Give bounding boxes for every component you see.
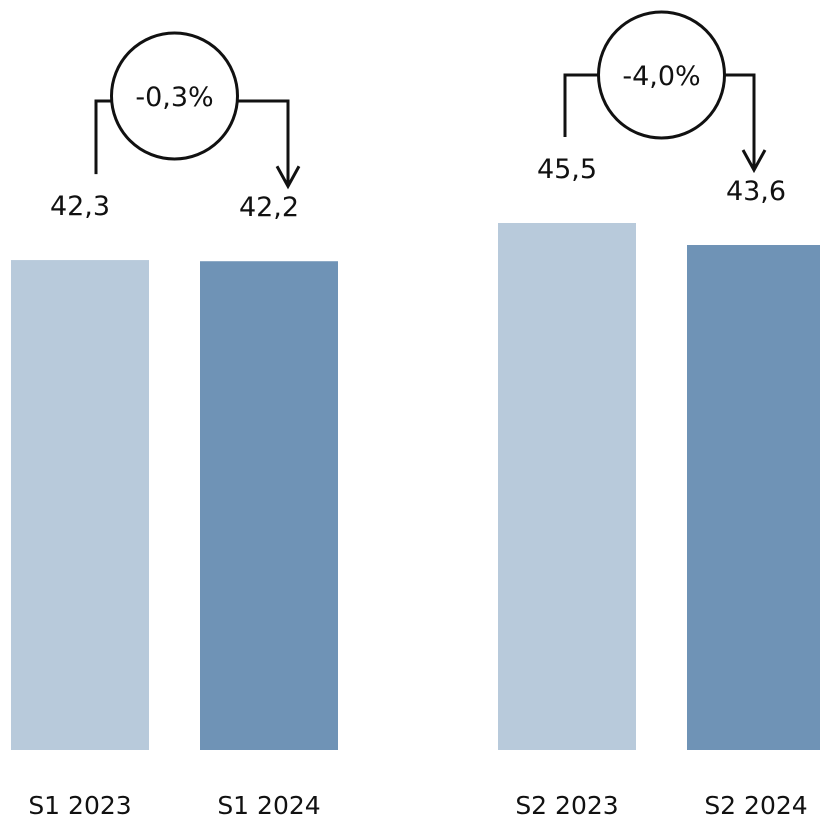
- bar: [11, 260, 149, 750]
- data-label: 43,6: [726, 176, 786, 207]
- change-connector-right: [237, 99, 290, 187]
- change-circle: [110, 31, 239, 161]
- change-circle: [597, 10, 726, 140]
- change-connector-left: [94, 99, 112, 175]
- change-connector-left: [563, 73, 599, 137]
- category-label: S2 2023: [515, 791, 618, 819]
- change-connector-right: [724, 73, 756, 171]
- change-percent-label: -4,0%: [622, 61, 700, 92]
- data-label: 42,3: [50, 191, 110, 222]
- change-percent-label: -0,3%: [135, 82, 213, 113]
- category-label: S1 2024: [217, 791, 320, 819]
- category-label: S2 2024: [704, 791, 807, 819]
- data-label: 42,2: [239, 192, 299, 223]
- data-label: 45,5: [537, 154, 597, 185]
- change-arrowhead: [741, 149, 767, 174]
- bar: [687, 245, 820, 750]
- bar: [200, 261, 338, 750]
- change-arrowhead: [275, 165, 301, 190]
- category-label: S1 2023: [28, 791, 131, 819]
- bar: [498, 223, 636, 750]
